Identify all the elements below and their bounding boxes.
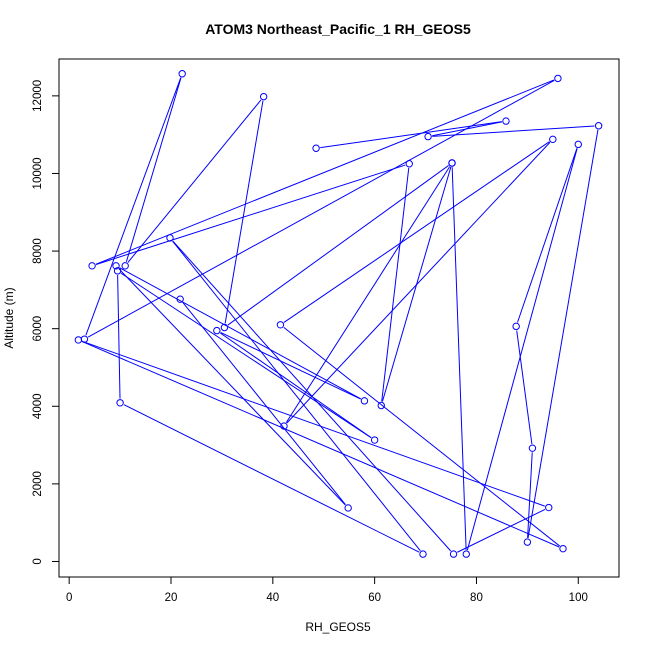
data-point — [528, 444, 537, 452]
data-point — [112, 262, 120, 270]
y-tick-label: 4000 — [32, 393, 44, 419]
data-point — [554, 74, 562, 83]
series-segment — [224, 100, 264, 324]
data-point — [559, 544, 567, 553]
series-segment — [117, 275, 121, 399]
y-tick-label: 0 — [32, 558, 44, 564]
series-segment — [95, 79, 555, 265]
series-segment — [451, 167, 467, 550]
series-segment — [517, 148, 578, 323]
data-point — [405, 160, 413, 168]
data-point — [424, 132, 432, 141]
series-segment — [172, 240, 421, 552]
y-axis-label: Altitude (m) — [2, 287, 16, 348]
series-segment — [527, 452, 533, 538]
data-point — [259, 92, 268, 101]
data-point — [74, 336, 83, 344]
y-tick-label: 8000 — [32, 238, 44, 264]
series-segment — [320, 121, 502, 149]
series-segment — [283, 141, 550, 323]
series-segment — [432, 125, 595, 137]
x-tick-label: 0 — [66, 592, 72, 604]
data-point — [512, 322, 520, 331]
data-point — [360, 397, 369, 405]
series-segment — [82, 341, 560, 548]
series-segment — [182, 302, 346, 505]
data-point — [280, 422, 288, 430]
series-segment — [457, 508, 546, 553]
chart-title: ATOM3 Northeast_Pacific_1 RH_GEOS5 — [205, 21, 471, 37]
data-point — [549, 135, 557, 144]
x-tick-label: 60 — [368, 592, 381, 604]
series-segment — [118, 268, 346, 506]
series-segment — [125, 77, 182, 262]
data-point — [88, 262, 96, 270]
x-tick-label: 20 — [165, 592, 178, 604]
series-segment — [120, 272, 372, 439]
series-segment — [85, 77, 182, 336]
series-segment — [127, 99, 262, 263]
series-segment — [119, 267, 361, 400]
series-segment — [82, 340, 545, 507]
data-point — [176, 295, 184, 303]
y-tick-label: 12000 — [32, 80, 44, 112]
series-segment — [283, 327, 561, 547]
data-point — [448, 159, 456, 167]
series-segment — [87, 79, 555, 338]
series-segment — [381, 167, 410, 402]
data-point — [178, 70, 186, 78]
x-tick-label: 100 — [569, 592, 588, 604]
data-point — [113, 267, 122, 275]
data-point — [220, 323, 229, 332]
points-layer — [74, 70, 603, 558]
series-segment — [286, 142, 551, 424]
series-segment — [95, 164, 406, 266]
data-point — [213, 326, 221, 335]
data-point — [462, 550, 470, 558]
data-point — [594, 122, 603, 130]
data-point — [116, 399, 124, 407]
x-tick-label: 80 — [470, 592, 483, 604]
series-segment — [219, 332, 372, 439]
y-axis: 0 2000 4000 6000 8000 10000 12000 — [32, 80, 60, 565]
data-point — [166, 234, 174, 242]
series-segment — [527, 129, 599, 539]
y-tick-label: 2000 — [32, 471, 44, 497]
series-segment — [227, 165, 449, 326]
series-segment — [516, 330, 533, 445]
data-point — [80, 335, 89, 343]
series-segment — [220, 331, 361, 400]
series-segment — [466, 148, 578, 551]
data-point — [419, 550, 427, 558]
data-point — [344, 504, 352, 512]
data-point — [545, 503, 553, 512]
data-point — [370, 436, 379, 444]
data-point — [276, 321, 285, 329]
data-point — [574, 140, 582, 149]
y-tick-label: 6000 — [32, 316, 44, 342]
data-point — [121, 262, 129, 270]
data-point — [377, 401, 385, 410]
series-segment — [285, 166, 451, 423]
data-point — [523, 538, 532, 546]
x-axis: 0 20 40 60 80 100 — [66, 576, 588, 604]
series-layer — [82, 77, 599, 553]
data-point — [312, 144, 320, 152]
y-tick-label: 10000 — [32, 157, 44, 189]
data-point — [502, 117, 510, 125]
series-segment — [123, 404, 420, 553]
x-axis-label: RH_GEOS5 — [305, 620, 371, 634]
data-point — [449, 550, 458, 558]
x-tick-label: 40 — [266, 592, 279, 604]
